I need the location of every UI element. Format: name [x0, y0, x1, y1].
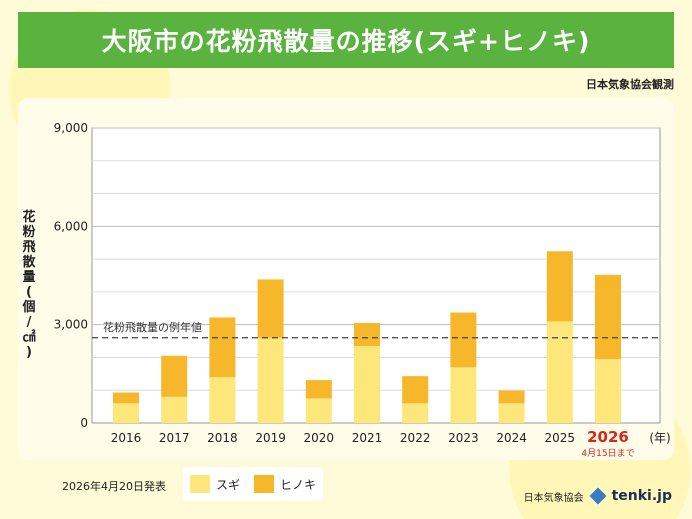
x-tick-label: 2016 [111, 431, 142, 445]
legend: スギ ヒノキ [183, 467, 323, 501]
x-tick-label: 2022 [400, 431, 431, 445]
bar-hinoki-2017 [161, 355, 188, 397]
x-tick-label: 2025 [545, 431, 576, 445]
bar-hinoki-2024 [498, 390, 525, 404]
bar-sugi-2018 [209, 377, 236, 423]
credit-brand: tenki.jp [611, 488, 672, 504]
bar-hinoki-2019 [257, 279, 284, 338]
x-tick-label: 2026 [587, 428, 629, 446]
legend-swatch-hinoki [253, 475, 274, 493]
x-tick-label: 2018 [207, 431, 238, 445]
bar-chart: 0 3,000 6,000 9,000 2016 2017 2018 2019 2020 2021… [54, 121, 671, 459]
chart-title: 大阪市の花粉飛散量の推移(スギ+ヒノキ) [101, 27, 591, 56]
x-tick-label: 2023 [448, 431, 479, 445]
bar-sugi-2022 [402, 403, 429, 423]
bar-sugi-2016 [113, 403, 139, 423]
bar-sugi-2021 [354, 345, 380, 423]
legend-swatch-sugi [189, 475, 210, 493]
bar-hinoki-2021 [354, 323, 380, 346]
x-tick-label: 2019 [255, 431, 286, 445]
bar-sugi-2024 [498, 403, 525, 423]
bar-sugi-2023 [450, 367, 477, 423]
bar-sugi-2026 [595, 359, 621, 423]
source-label: 日本気象協会観測 [586, 78, 674, 91]
release-date: 2026年4月20日発表 [62, 480, 166, 493]
y-axis-label: 花粉飛散量(個 / ㎠) [22, 210, 36, 360]
bar-sugi-2025 [546, 321, 573, 423]
bar-hinoki-2020 [305, 380, 332, 399]
y-tick-label: 9,000 [54, 121, 88, 135]
legend-label-sugi: スギ [215, 477, 240, 492]
y-tick-label: 0 [80, 416, 88, 430]
bar-hinoki-2025 [546, 251, 573, 322]
bar-hinoki-2022 [402, 376, 429, 404]
bar-sugi-2020 [305, 398, 332, 423]
credit-org: 日本気象協会 [523, 492, 584, 504]
x-tick-label: 2021 [352, 431, 383, 445]
legend-label-hinoki: ヒノキ [279, 477, 316, 492]
normal-value-label: 花粉飛散量の例年値 [103, 320, 202, 334]
bar-sugi-2019 [257, 337, 284, 423]
legend-item-sugi: スギ [189, 475, 240, 493]
bar-hinoki-2018 [209, 317, 236, 378]
x-tick-label: 2024 [496, 431, 527, 445]
bar-hinoki-2016 [113, 392, 139, 404]
credit: 日本気象協会 tenki.jp [523, 487, 672, 505]
y-tick-label: 3,000 [54, 318, 88, 332]
bar-sugi-2017 [161, 396, 188, 423]
highlight-note: 4月15日まで [581, 448, 634, 459]
x-tick-label: 2017 [159, 431, 190, 445]
bar-hinoki-2026 [595, 274, 621, 360]
y-tick-label: 6,000 [54, 219, 88, 233]
x-unit-label: (年) [649, 431, 670, 445]
title-banner: 大阪市の花粉飛散量の推移(スギ+ヒノキ) [18, 12, 674, 68]
x-tick-label: 2020 [304, 431, 335, 445]
tenki-cube-icon [589, 487, 607, 505]
bar-hinoki-2023 [450, 312, 477, 368]
legend-item-hinoki: ヒノキ [253, 475, 316, 493]
